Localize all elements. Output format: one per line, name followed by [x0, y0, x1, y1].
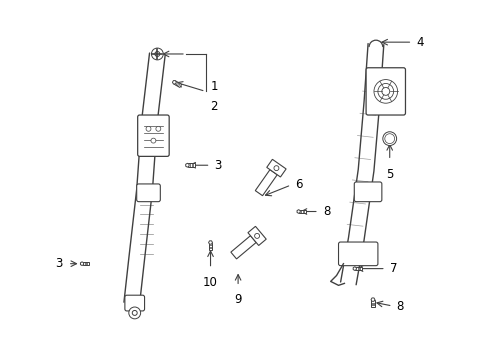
- Circle shape: [273, 166, 278, 171]
- Circle shape: [132, 310, 137, 315]
- Polygon shape: [352, 267, 356, 270]
- Text: 3: 3: [55, 257, 63, 270]
- Text: 4: 4: [415, 36, 423, 49]
- Polygon shape: [255, 170, 277, 196]
- Circle shape: [381, 87, 389, 95]
- Text: 6: 6: [295, 179, 302, 192]
- Circle shape: [146, 126, 151, 131]
- Polygon shape: [370, 300, 374, 307]
- Circle shape: [151, 48, 163, 60]
- Polygon shape: [230, 236, 256, 259]
- FancyBboxPatch shape: [366, 68, 405, 115]
- Circle shape: [254, 233, 259, 238]
- Polygon shape: [172, 81, 176, 84]
- Circle shape: [386, 136, 392, 141]
- Circle shape: [156, 126, 161, 131]
- Polygon shape: [247, 226, 265, 246]
- FancyBboxPatch shape: [124, 295, 144, 311]
- Circle shape: [382, 132, 396, 145]
- Polygon shape: [82, 262, 89, 265]
- Circle shape: [377, 84, 393, 99]
- Circle shape: [373, 80, 397, 103]
- Circle shape: [128, 307, 141, 319]
- Polygon shape: [187, 163, 194, 167]
- Circle shape: [155, 51, 160, 57]
- Text: 1: 1: [210, 80, 218, 93]
- Text: 3: 3: [214, 159, 222, 172]
- Polygon shape: [370, 298, 374, 301]
- Text: 5: 5: [385, 168, 393, 181]
- Polygon shape: [266, 159, 285, 177]
- Text: 8: 8: [396, 300, 403, 312]
- Circle shape: [151, 138, 156, 143]
- Text: 9: 9: [234, 293, 242, 306]
- Text: 8: 8: [322, 205, 329, 218]
- Polygon shape: [208, 241, 212, 244]
- Polygon shape: [299, 210, 305, 213]
- Polygon shape: [296, 210, 300, 213]
- Text: 2: 2: [210, 100, 218, 113]
- FancyBboxPatch shape: [338, 242, 377, 266]
- Circle shape: [384, 134, 394, 144]
- FancyBboxPatch shape: [353, 182, 381, 202]
- FancyBboxPatch shape: [137, 184, 160, 202]
- Polygon shape: [185, 163, 189, 167]
- Text: 7: 7: [389, 262, 396, 275]
- Text: 10: 10: [203, 275, 218, 288]
- Polygon shape: [174, 81, 182, 87]
- FancyBboxPatch shape: [138, 115, 169, 156]
- Polygon shape: [208, 243, 212, 250]
- Polygon shape: [355, 267, 361, 270]
- Polygon shape: [81, 262, 83, 266]
